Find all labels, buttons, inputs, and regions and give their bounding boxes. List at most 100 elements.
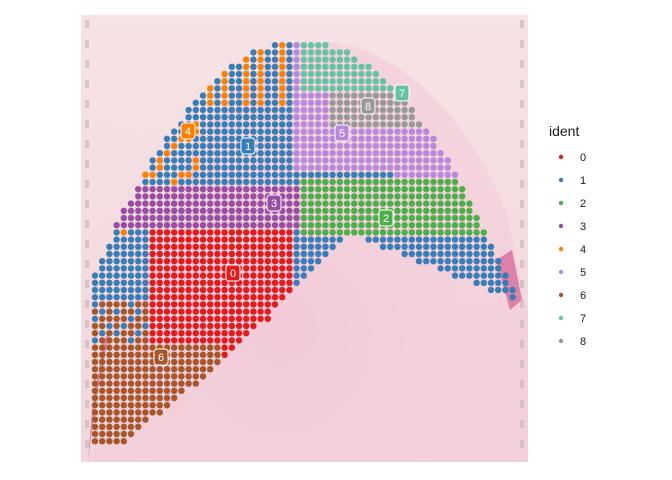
- spot-cluster-2: [394, 200, 401, 207]
- spot-cluster-1: [214, 128, 221, 135]
- spot-cluster-0: [192, 294, 199, 301]
- spot-cluster-1: [315, 171, 322, 178]
- spot-cluster-3: [271, 222, 279, 229]
- spot-cluster-1: [185, 164, 192, 171]
- spot-cluster-8: [379, 106, 387, 114]
- spot-cluster-3: [135, 186, 142, 193]
- spot-cluster-4: [156, 157, 163, 164]
- spot-cluster-1: [286, 114, 293, 121]
- spot-cluster-7: [351, 78, 358, 85]
- spot-cluster-4: [221, 99, 228, 107]
- spot-cluster-0: [257, 301, 264, 308]
- spot-cluster-5: [322, 150, 329, 157]
- spot-cluster-2: [322, 207, 329, 214]
- spot-cluster-0: [279, 272, 286, 279]
- spot-cluster-3: [243, 200, 250, 207]
- spot-cluster-0: [178, 315, 185, 322]
- spot-cluster-1: [329, 236, 336, 243]
- spot-cluster-0: [228, 294, 235, 301]
- spot-cluster-1: [394, 236, 401, 243]
- spot-cluster-3: [221, 200, 228, 207]
- spot-cluster-1: [271, 92, 279, 99]
- spot-cluster-0: [257, 250, 264, 258]
- spot-cluster-1: [142, 178, 149, 186]
- spot-cluster-3: [279, 214, 286, 222]
- spot-cluster-3: [279, 186, 286, 193]
- spot-cluster-2: [343, 222, 351, 229]
- spot-cluster-2: [408, 214, 415, 222]
- spot-cluster-2: [437, 229, 444, 236]
- spot-cluster-5: [372, 157, 379, 164]
- spot-cluster-8: [365, 121, 372, 128]
- spot-cluster-1: [185, 157, 192, 164]
- spot-cluster-1: [487, 250, 495, 258]
- spot-cluster-0: [156, 322, 163, 330]
- spot-cluster-2: [329, 214, 336, 222]
- spot-cluster-1: [257, 135, 264, 142]
- spot-cluster-1: [466, 272, 473, 279]
- spot-cluster-5: [408, 150, 415, 157]
- legend-item-1: 1: [558, 175, 586, 187]
- spot-cluster-0: [207, 258, 214, 265]
- spot-cluster-1: [228, 70, 235, 78]
- spot-cluster-0: [207, 315, 214, 322]
- spot-cluster-1: [279, 142, 286, 150]
- spot-cluster-0: [271, 301, 279, 308]
- spot-cluster-1: [99, 258, 106, 265]
- spot-cluster-8: [372, 114, 379, 121]
- spot-cluster-3: [243, 214, 250, 222]
- spot-cluster-1: [127, 243, 135, 250]
- spot-cluster-1: [221, 171, 228, 178]
- spot-cluster-2: [401, 229, 408, 236]
- spot-cluster-1: [142, 258, 149, 265]
- spot-cluster-3: [293, 222, 300, 229]
- spot-cluster-0: [264, 236, 271, 243]
- spot-cluster-6: [135, 423, 142, 430]
- spot-cluster-0: [257, 315, 264, 322]
- legend-item-8: 8: [558, 336, 586, 348]
- spot-cluster-2: [415, 186, 423, 193]
- spot-cluster-2: [351, 229, 358, 236]
- spot-cluster-7: [307, 42, 315, 49]
- spot-cluster-5: [315, 99, 322, 107]
- spot-cluster-1: [214, 99, 221, 107]
- spot-cluster-0: [214, 258, 221, 265]
- spot-cluster-5: [401, 157, 408, 164]
- spot-cluster-2: [315, 200, 322, 207]
- spot-cluster-1: [199, 142, 207, 150]
- spot-cluster-1: [271, 171, 279, 178]
- spot-cluster-0: [163, 265, 171, 272]
- spot-cluster-1: [271, 85, 279, 92]
- spot-cluster-0: [221, 243, 228, 250]
- spot-cluster-0: [171, 337, 178, 344]
- spot-cluster-7: [329, 78, 336, 85]
- spot-cluster-6: [142, 387, 149, 394]
- spot-cluster-1: [286, 142, 293, 150]
- spot-cluster-5: [408, 157, 415, 164]
- spot-cluster-5: [365, 164, 372, 171]
- spot-cluster-2: [387, 178, 394, 186]
- spot-cluster-1: [264, 142, 271, 150]
- spot-cluster-5: [444, 157, 451, 164]
- spot-cluster-0: [221, 301, 228, 308]
- spot-cluster-5: [394, 157, 401, 164]
- spot-cluster-1: [487, 279, 495, 286]
- spot-cluster-3: [185, 222, 192, 229]
- spot-cluster-1: [135, 258, 142, 265]
- spot-cluster-0: [149, 258, 156, 265]
- spot-cluster-0: [149, 265, 156, 272]
- spot-cluster-1: [91, 294, 99, 301]
- spot-cluster-2: [365, 207, 372, 214]
- spot-cluster-5: [293, 99, 300, 107]
- spot-cluster-3: [235, 207, 243, 214]
- spot-cluster-6: [99, 358, 106, 366]
- spot-cluster-0: [228, 250, 235, 258]
- spot-cluster-5: [315, 157, 322, 164]
- spot-cluster-1: [264, 78, 271, 85]
- spot-cluster-3: [207, 200, 214, 207]
- spot-cluster-5: [437, 157, 444, 164]
- spot-cluster-5: [423, 150, 430, 157]
- spot-cluster-7: [336, 56, 343, 63]
- spot-cluster-1: [257, 150, 264, 157]
- spot-cluster-0: [228, 229, 235, 236]
